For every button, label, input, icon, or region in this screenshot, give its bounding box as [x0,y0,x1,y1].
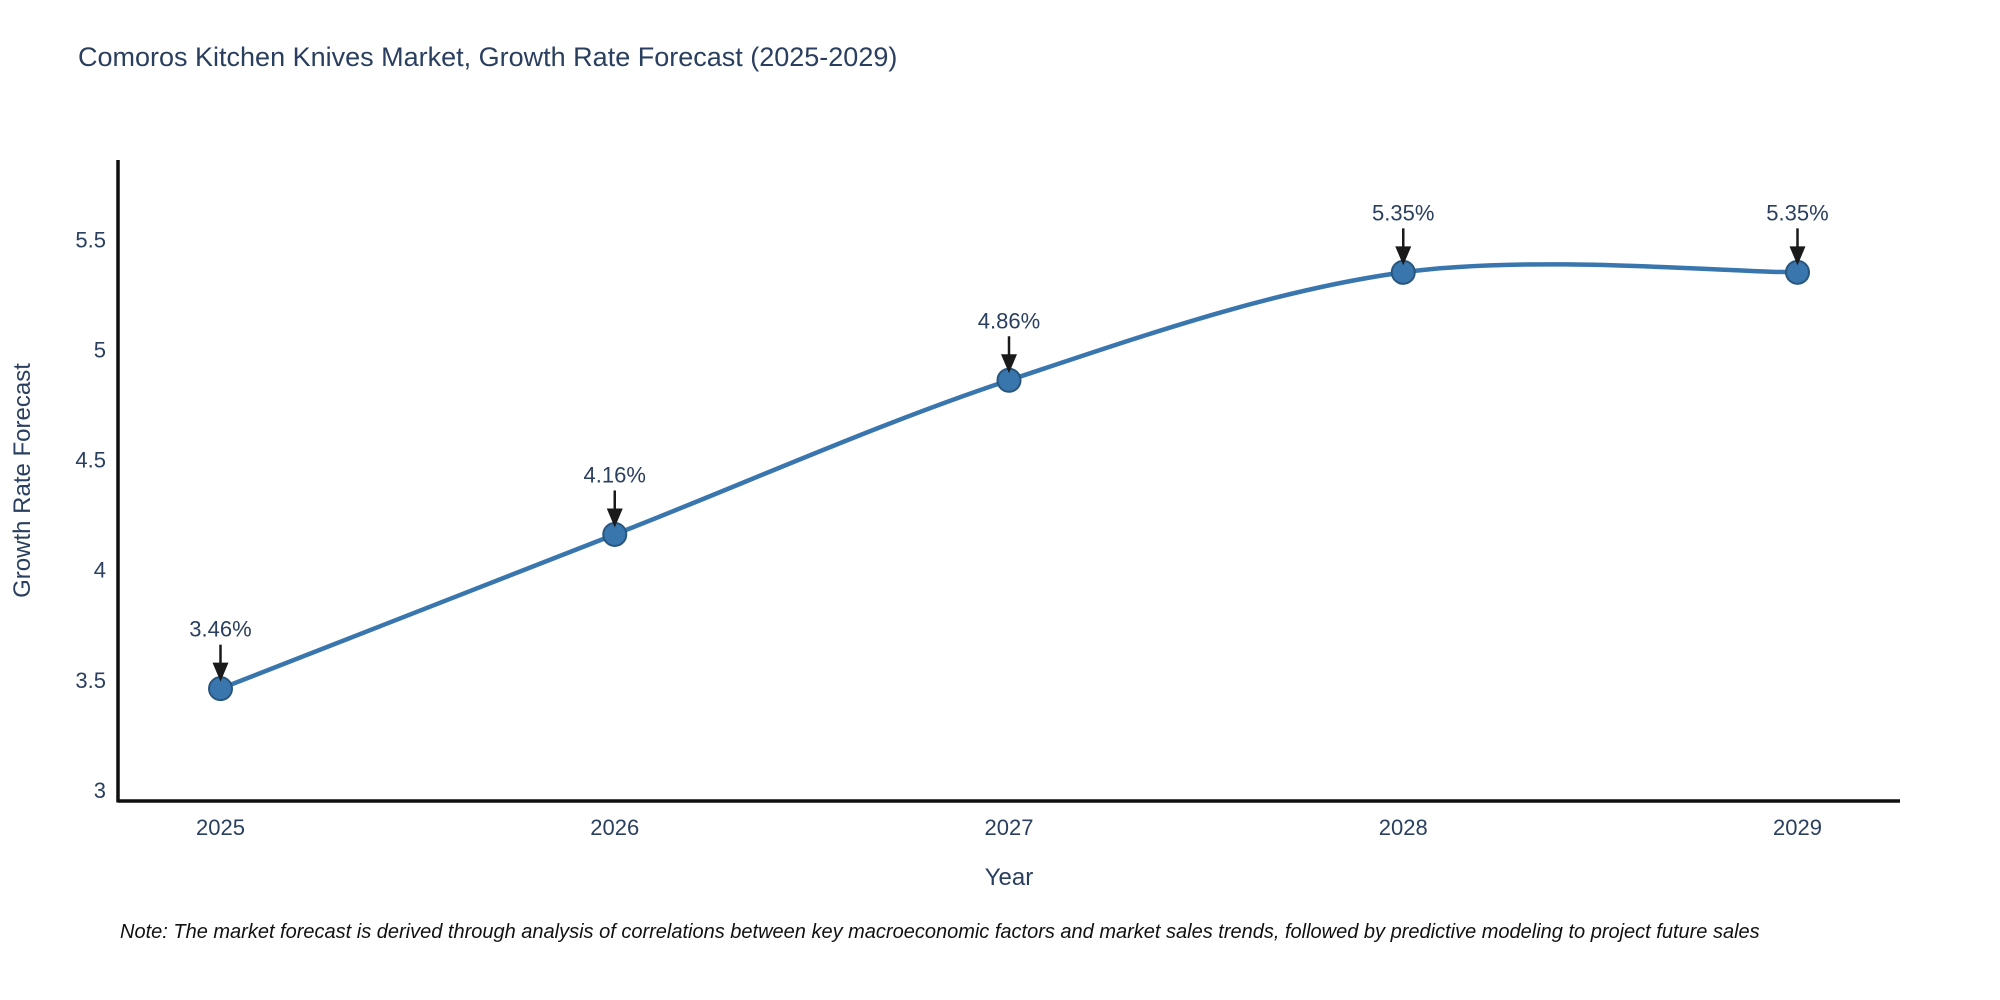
x-tick-label: 2026 [590,815,639,840]
annotation-label: 4.16% [584,462,646,487]
y-tick-label: 4 [94,558,106,583]
annotation-label: 5.35% [1372,200,1434,225]
y-tick-label: 5.5 [75,227,106,252]
chart-title: Comoros Kitchen Knives Market, Growth Ra… [78,42,898,72]
x-tick-label: 2029 [1773,815,1822,840]
y-axis-title: Growth Rate Forecast [9,363,36,598]
annotation-arrow-head [606,508,623,528]
annotation-label: 4.86% [978,308,1040,333]
annotation-label: 3.46% [189,617,251,642]
y-tick-label: 3 [94,778,106,803]
annotation-label: 5.35% [1766,200,1828,225]
x-tick-label: 2025 [196,815,245,840]
annotation-arrow-head [1789,246,1806,266]
y-tick-label: 5 [94,337,106,362]
annotation-arrow-head [1001,354,1017,374]
y-tick-label: 4.5 [75,448,106,473]
footnote: Note: The market forecast is derived thr… [120,921,1760,943]
y-tick-label: 3.5 [75,668,106,693]
x-tick-label: 2028 [1379,815,1428,840]
annotation-arrow-head [212,662,229,682]
x-tick-label: 2027 [985,815,1034,840]
annotation-arrow-head [1395,246,1412,266]
x-axis-title: Year [985,864,1034,891]
